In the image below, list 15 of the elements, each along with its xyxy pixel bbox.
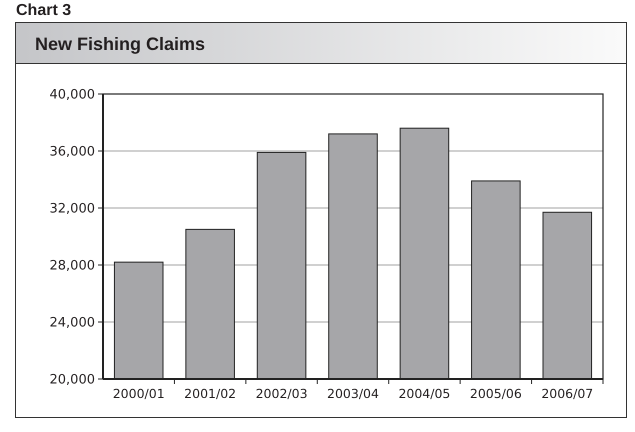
- y-tick-label: 24,000: [50, 316, 95, 331]
- x-tick-label: 2004/05: [398, 386, 450, 401]
- chart-title: New Fishing Claims: [35, 34, 206, 54]
- caption: Chart 3: [16, 2, 72, 19]
- x-tick-label: 2002/03: [256, 386, 308, 401]
- x-tick-label: 2001/02: [184, 386, 236, 401]
- y-tick-label: 36,000: [50, 144, 95, 160]
- y-tick-label: 28,000: [50, 258, 95, 274]
- x-tick-label: 2005/06: [470, 386, 522, 401]
- y-tick-label: 32,000: [50, 202, 95, 217]
- x-tick-label: 2000/01: [112, 386, 165, 401]
- x-tick-label: 2006/07: [541, 386, 594, 401]
- x-tick-label: 2003/04: [327, 386, 380, 401]
- y-tick-label: 20,000: [50, 372, 95, 388]
- y-tick-label: 40,000: [50, 88, 95, 103]
